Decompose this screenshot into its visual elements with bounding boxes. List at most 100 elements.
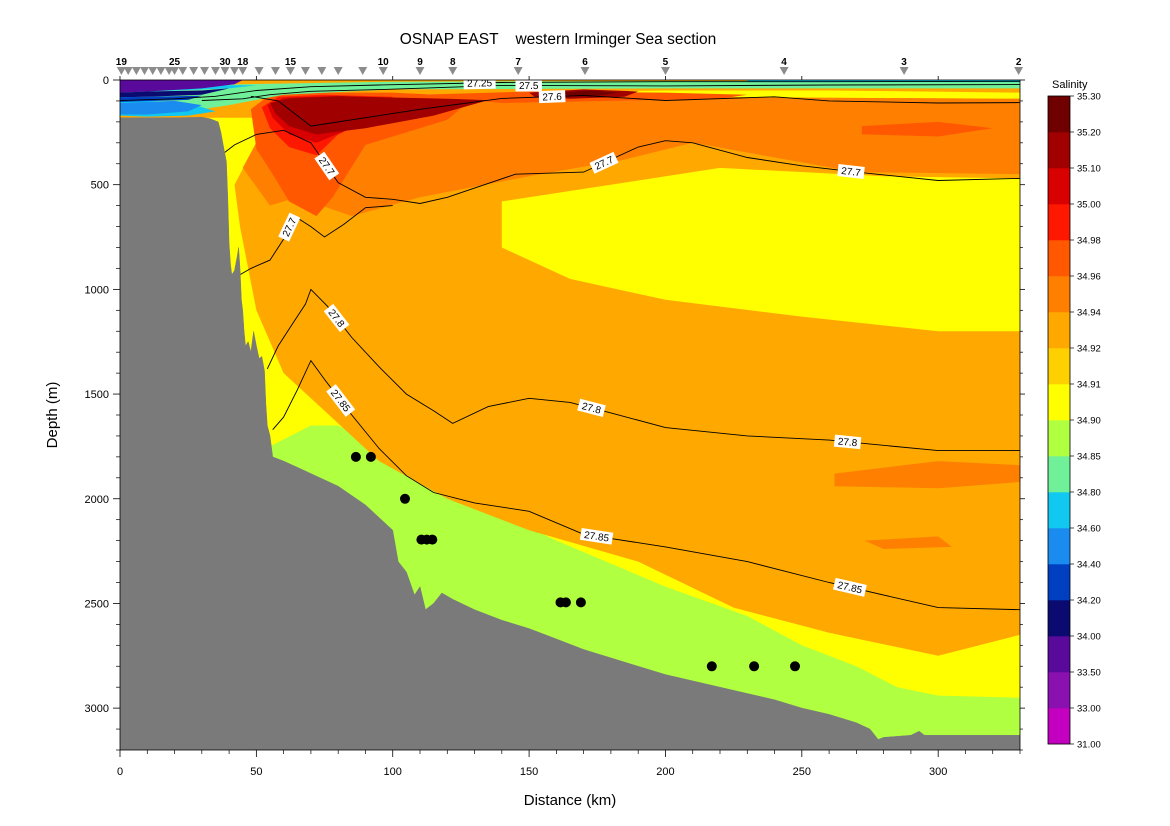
colorbar-swatch bbox=[1048, 96, 1070, 133]
colorbar-tick-label: 34.98 bbox=[1077, 236, 1101, 247]
x-tick-label: 250 bbox=[793, 766, 811, 778]
colorbar: Salinity 31.00 33.00 33.50 34.00 34.20 34.40 34… bbox=[1047, 79, 1101, 751]
colorbar-swatch bbox=[1048, 384, 1070, 421]
salinity-region bbox=[834, 461, 1020, 489]
isopycnal-label-text: 27.5 bbox=[519, 81, 539, 92]
colorbar-swatch bbox=[1048, 420, 1070, 457]
colorbar-tick-label: 35.20 bbox=[1077, 128, 1101, 139]
isopycnal-label-text: 27.85 bbox=[583, 530, 610, 545]
station-markers: 19 25 30 18 15 10 9 8 7 6 5 4 3 2 bbox=[116, 57, 1024, 75]
station-label: 3 bbox=[901, 57, 907, 68]
isopycnal-label-text: 27.8 bbox=[580, 401, 602, 417]
station-label: 25 bbox=[169, 57, 181, 68]
isopycnal-label-text: 27.8 bbox=[837, 436, 858, 449]
colorbar-tick-label: 34.60 bbox=[1077, 524, 1101, 535]
isopycnal-label-box bbox=[832, 577, 867, 597]
colorbar-tick-label: 35.10 bbox=[1077, 164, 1101, 175]
station-marker bbox=[378, 67, 388, 75]
isopycnal-label-box bbox=[278, 212, 301, 242]
colorbar-tick-label: 33.50 bbox=[1077, 668, 1101, 679]
isopycnal-label-box bbox=[538, 90, 566, 104]
station-marker bbox=[779, 67, 789, 75]
station-label: 7 bbox=[515, 57, 521, 68]
station-label: 30 bbox=[219, 57, 231, 68]
isopycnal-label: 27.8 bbox=[577, 398, 606, 417]
bottle-sample-dot bbox=[365, 451, 376, 462]
colorbar-swatch bbox=[1048, 204, 1070, 241]
station-marker bbox=[189, 67, 199, 75]
isopycnal-label-box bbox=[326, 384, 356, 417]
station-marker bbox=[660, 67, 670, 75]
station-marker bbox=[148, 67, 158, 75]
isopycnal-label: 27.5 bbox=[515, 80, 542, 92]
station-marker bbox=[415, 67, 425, 75]
y-tick-label: 1000 bbox=[85, 284, 109, 296]
isopycnal-label-box bbox=[323, 303, 350, 333]
colorbar-tick-label: 34.94 bbox=[1077, 308, 1101, 319]
colorbar-tick-label: 33.00 bbox=[1077, 704, 1101, 715]
colorbar-tick-label: 34.40 bbox=[1077, 560, 1101, 571]
station-marker bbox=[317, 67, 327, 75]
x-tick-label: 50 bbox=[250, 766, 262, 778]
y-tick-label: 3000 bbox=[85, 703, 109, 715]
colorbar-swatch bbox=[1048, 348, 1070, 385]
seafloor bbox=[120, 117, 1020, 750]
colorbar-tick-label: 31.00 bbox=[1077, 740, 1101, 751]
station-label: 8 bbox=[450, 57, 456, 68]
isopycnal-label-box bbox=[579, 527, 614, 545]
colorbar-swatch bbox=[1048, 312, 1070, 349]
salinity-region bbox=[501, 167, 1020, 332]
salinity-region bbox=[120, 80, 243, 93]
station-marker bbox=[899, 67, 909, 75]
station-marker bbox=[123, 67, 133, 75]
station-marker bbox=[254, 67, 264, 75]
colorbar-swatch bbox=[1048, 276, 1070, 313]
station-marker bbox=[200, 67, 210, 75]
isopycnal-line bbox=[266, 288, 1020, 452]
x-tick-label: 100 bbox=[384, 766, 402, 778]
isopycnal-label: 27.25 bbox=[463, 78, 496, 90]
colorbar-swatch bbox=[1048, 456, 1070, 493]
station-marker bbox=[238, 67, 248, 75]
station-marker bbox=[131, 67, 141, 75]
bottle-sample-dot bbox=[400, 493, 410, 504]
y-tick-label: 2000 bbox=[85, 494, 109, 506]
isopycnal-label-box bbox=[833, 434, 862, 450]
bottle-sample-dot bbox=[427, 534, 438, 545]
station-marker bbox=[1014, 67, 1024, 75]
colorbar-tick-label: 34.85 bbox=[1077, 452, 1101, 463]
bottle-sample-dot bbox=[749, 661, 760, 672]
isopycnal-label-text: 27.25 bbox=[467, 78, 493, 90]
salinity-region bbox=[556, 90, 620, 96]
station-marker bbox=[178, 67, 188, 75]
station-marker bbox=[300, 67, 310, 75]
bathymetry bbox=[120, 117, 1020, 750]
y-tick-label: 1500 bbox=[85, 389, 109, 401]
isopycnal-label-text: 27.7 bbox=[841, 166, 862, 179]
colorbar-tick-label: 34.20 bbox=[1077, 596, 1101, 607]
isopycnal-label: 27.7 bbox=[837, 164, 865, 179]
plot-area: 27.25 27.527.627.7 27.7 27.727.727.827.827.… bbox=[120, 78, 1020, 750]
bottle-sample-dot bbox=[790, 661, 800, 672]
station-marker bbox=[116, 67, 126, 75]
y-axis-title: Depth (m) bbox=[44, 382, 61, 449]
station-label: 5 bbox=[663, 57, 669, 68]
colorbar-tick-label: 34.00 bbox=[1077, 632, 1101, 643]
isopycnal-line bbox=[201, 84, 1020, 101]
station-marker bbox=[220, 67, 230, 75]
station-marker bbox=[230, 67, 240, 75]
station-marker bbox=[210, 67, 220, 75]
colorbar-swatch bbox=[1048, 132, 1070, 169]
salinity-region bbox=[120, 88, 230, 98]
isopycnal-line bbox=[120, 80, 1020, 101]
station-marker bbox=[580, 67, 590, 75]
bottle-sample-dot bbox=[560, 597, 571, 608]
salinity-region bbox=[861, 121, 993, 137]
station-label: 4 bbox=[781, 57, 787, 68]
isopycnal-label-text: 27.6 bbox=[542, 92, 562, 104]
bottle-samples bbox=[350, 451, 800, 672]
x-tick-label: 200 bbox=[656, 766, 674, 778]
isopycnal-line bbox=[228, 205, 393, 282]
isopycnal-labels: 27.25 27.527.627.7 27.7 27.727.727.827.827.… bbox=[278, 78, 867, 597]
